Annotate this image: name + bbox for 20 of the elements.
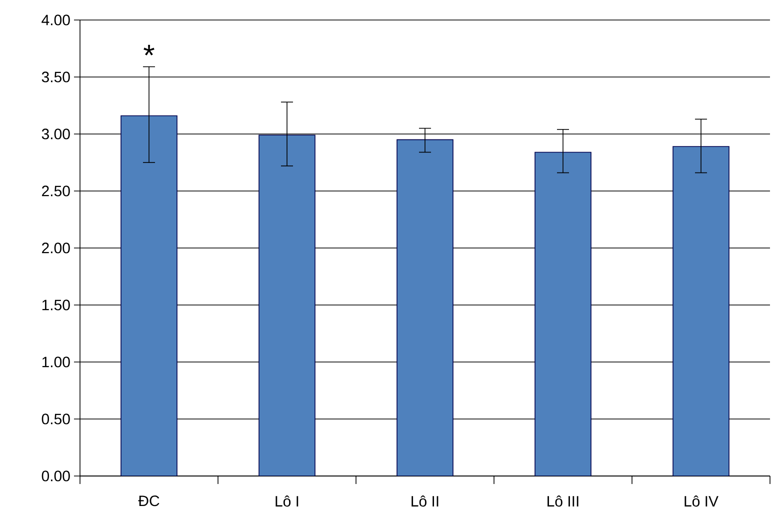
x-tick-label: Lô I [276,496,298,507]
y-tick-label: 2.50 [42,186,70,196]
x-tick-label: ĐC [138,496,160,506]
y-tick-label: 3.00 [42,128,70,140]
annotation: * [144,44,154,56]
y-tick-label: 0.50 [42,414,70,424]
y-tick-label: 2.00 [42,242,70,254]
y-tick-label: 1.00 [42,356,70,368]
bar [672,146,730,476]
bar [258,134,316,476]
bar [396,139,454,476]
bar [534,152,592,476]
x-tick-label: Lô II [412,496,438,507]
y-tick-label: 1.50 [42,300,70,310]
y-tick-label: 3.50 [42,72,70,82]
x-tick-label: Lô III [548,496,578,507]
x-tick-label: Lô IV [684,496,718,507]
y-tick-label: 4.00 [42,14,70,26]
y-tick-label: 0.00 [42,470,70,482]
bar [120,115,178,476]
